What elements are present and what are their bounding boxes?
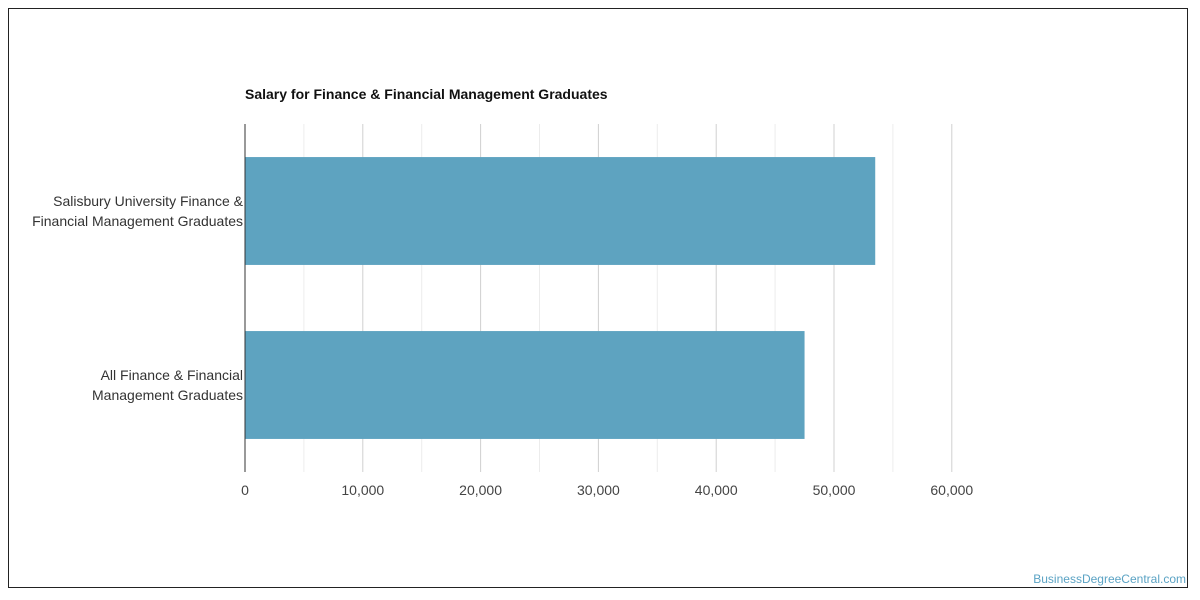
bars bbox=[245, 157, 876, 439]
chart-title: Salary for Finance & Financial Managemen… bbox=[245, 86, 608, 102]
source-credit[interactable]: BusinessDegreeCentral.com bbox=[1033, 572, 1186, 586]
x-axis-ticks: 0 10,000 20,000 30,000 40,000 50,000 60,000 bbox=[241, 482, 973, 498]
category-label-line: Financial Management Graduates bbox=[32, 213, 243, 229]
category-labels: Salisbury University Finance & Financial … bbox=[32, 193, 244, 403]
x-tick-label: 50,000 bbox=[813, 482, 856, 498]
category-label: All Finance & Financial Management Gradua… bbox=[92, 367, 243, 403]
category-label-line: Salisbury University Finance & bbox=[53, 193, 244, 209]
category-label-line: Management Graduates bbox=[92, 387, 243, 403]
bar-1 bbox=[245, 331, 805, 439]
x-tick-label: 40,000 bbox=[695, 482, 738, 498]
bar-0 bbox=[245, 157, 876, 265]
category-label-line: All Finance & Financial bbox=[101, 367, 243, 383]
category-label: Salisbury University Finance & Financial … bbox=[32, 193, 244, 229]
x-tick-label: 20,000 bbox=[459, 482, 502, 498]
x-tick-label: 30,000 bbox=[577, 482, 620, 498]
x-tick-label: 10,000 bbox=[341, 482, 384, 498]
x-tick-label: 60,000 bbox=[930, 482, 973, 498]
x-tick-label: 0 bbox=[241, 482, 249, 498]
